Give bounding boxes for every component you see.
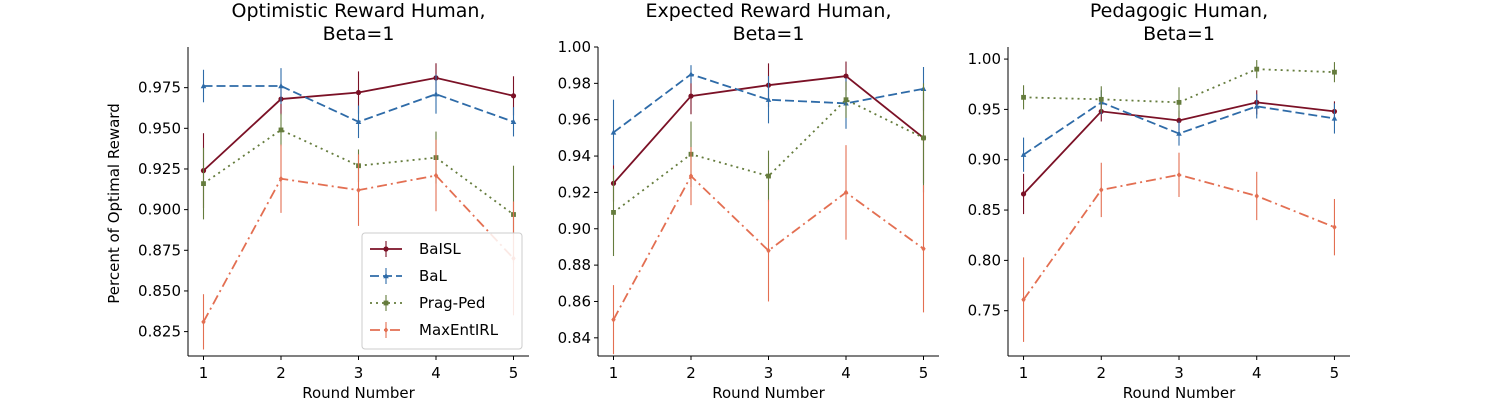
data-point [1021, 95, 1026, 100]
x-tick-label: 5 [1330, 364, 1340, 382]
data-point [1177, 172, 1181, 178]
data-point [356, 187, 360, 193]
data-point [1332, 115, 1338, 120]
y-tick-label: 0.875 [138, 241, 181, 259]
y-tick-label: 0.86 [558, 292, 591, 310]
data-point [356, 90, 361, 95]
data-point [279, 128, 284, 133]
x-tick-label: 2 [1096, 364, 1106, 382]
y-tick-label: 0.80 [968, 251, 1001, 269]
data-point [511, 93, 516, 98]
y-tick-label: 0.90 [968, 151, 1001, 169]
y-tick-label: 0.950 [138, 119, 181, 137]
y-tick-label: 0.92 [558, 183, 591, 201]
data-point [1254, 67, 1259, 72]
x-tick-label: 4 [841, 364, 851, 382]
data-point [611, 210, 616, 215]
y-tick-label: 0.925 [138, 160, 181, 178]
x-tick-label: 2 [686, 364, 696, 382]
y-tick-label: 0.88 [558, 256, 591, 274]
chart-title-line: Expected Reward Human, [645, 0, 891, 22]
y-axis-label: Percent of Optimal Reward [105, 103, 123, 303]
data-point [201, 181, 206, 186]
y-tick-label: 0.900 [138, 201, 181, 219]
y-tick-label: 1.00 [558, 38, 591, 56]
y-tick-label: 0.84 [558, 329, 591, 347]
series-prag-ped [1021, 60, 1337, 117]
y-tick-label: 0.75 [968, 302, 1001, 320]
data-point [1099, 187, 1103, 193]
data-point [433, 91, 439, 96]
x-axis-label: Round Number [1123, 384, 1236, 400]
x-tick-label: 4 [431, 364, 441, 382]
data-point [1255, 193, 1259, 199]
chart-panel-3: Pedagogic Human,Beta=1 0.75 0.80 0.85 0.90 0.… [968, 0, 1350, 400]
y-tick-label: 0.95 [968, 100, 1001, 118]
x-tick-label: 5 [509, 364, 519, 382]
data-point [1332, 70, 1337, 75]
chart-title-line: Beta=1 [1143, 23, 1215, 45]
data-point [1332, 224, 1336, 230]
x-axis-label: Round Number [302, 384, 415, 400]
chart-title-line: Beta=1 [733, 23, 805, 45]
legend-marker [383, 246, 388, 251]
x-tick-label: 1 [1019, 364, 1029, 382]
x-axis-label: Round Number [712, 384, 825, 400]
legend-label: Prag-Ped [419, 294, 485, 312]
legend-label: MaxEntIRL [419, 321, 499, 339]
y-tick-label: 0.975 [138, 79, 181, 97]
y-tick-label: 0.90 [558, 220, 591, 238]
chart-title-line: Pedagogic Human, [1090, 0, 1268, 22]
chart-panel-1: Optimistic Reward Human,Beta=1 0.825 0.850… [105, 0, 529, 400]
x-tick-label: 3 [1174, 364, 1184, 382]
data-point [688, 93, 693, 98]
legend: BaISL BaL Prag-Ped MaxEntIRL [362, 233, 522, 349]
y-tick-label: 0.96 [558, 111, 591, 129]
y-tick-label: 0.85 [968, 201, 1001, 219]
chart-title-line: Beta=1 [323, 23, 395, 45]
legend-label: BaL [419, 267, 447, 285]
data-point [1099, 97, 1104, 102]
data-point [1177, 100, 1182, 105]
legend-marker [384, 301, 389, 306]
legend-label: BaISL [419, 240, 461, 258]
data-point [766, 174, 771, 179]
x-tick-label: 1 [609, 364, 619, 382]
y-tick-label: 0.98 [558, 74, 591, 92]
y-tick-label: 0.94 [558, 147, 591, 165]
x-tick-label: 4 [1252, 364, 1262, 382]
data-point [278, 83, 284, 88]
data-point [1021, 191, 1026, 196]
chart-title-line: Optimistic Reward Human, [231, 0, 485, 22]
x-tick-label: 5 [919, 364, 929, 382]
series-maxentirl [1021, 153, 1336, 342]
y-tick-label: 0.850 [138, 282, 181, 300]
x-tick-label: 1 [199, 364, 209, 382]
x-tick-label: 3 [764, 364, 774, 382]
x-tick-label: 3 [354, 364, 364, 382]
data-point [688, 71, 694, 76]
x-tick-label: 2 [276, 364, 286, 382]
data-point [921, 135, 926, 140]
data-point [844, 97, 849, 102]
chart-panel-2: Expected Reward Human,Beta=1 0.84 0.86 0.88… [558, 0, 939, 400]
series-bal [611, 65, 927, 165]
y-tick-label: 1.00 [968, 50, 1001, 68]
y-tick-label: 0.825 [138, 323, 181, 341]
